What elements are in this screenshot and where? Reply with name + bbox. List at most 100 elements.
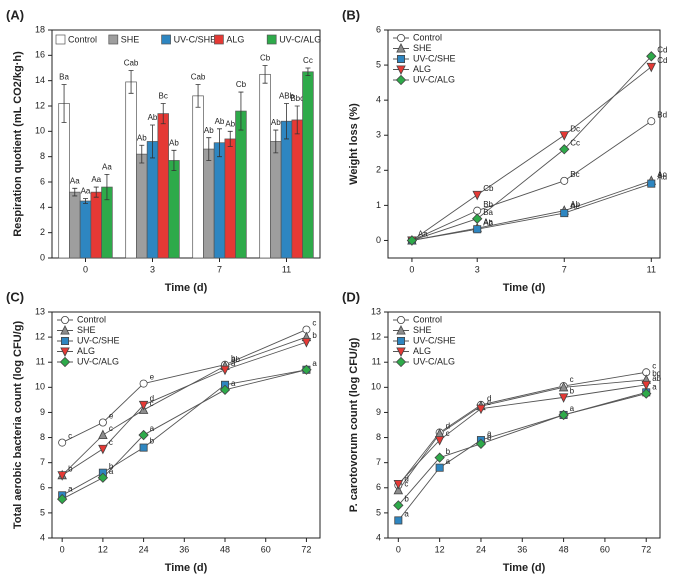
x-tick-label: 60 <box>600 544 610 554</box>
significance-letter: Aa <box>70 176 80 185</box>
legend-label: SHE <box>413 325 432 335</box>
y-tick-label: 18 <box>35 24 45 34</box>
y-tick-label: 14 <box>35 75 45 85</box>
significance-letter: b <box>487 433 492 442</box>
significance-letter: Cd <box>657 45 667 54</box>
data-point <box>472 213 483 224</box>
data-point <box>646 62 657 73</box>
bar <box>58 103 70 259</box>
y-tick-label: 6 <box>40 482 45 492</box>
legend-swatch <box>108 34 119 45</box>
x-tick-label: 3 <box>475 264 480 274</box>
y-axis-label: P. carotovorum count (log CFU/g) <box>348 337 360 512</box>
legend-label: Control <box>413 314 442 324</box>
bar <box>157 113 169 259</box>
significance-letter: c <box>312 319 316 328</box>
series-line <box>397 391 647 521</box>
x-tick-label: 72 <box>641 544 651 554</box>
significance-letter: c <box>570 375 574 384</box>
legend-marker <box>396 34 405 43</box>
legend-swatch <box>266 34 277 45</box>
bar <box>125 81 137 259</box>
y-tick-label: 9 <box>376 407 381 417</box>
significance-letter: Aa <box>91 175 101 184</box>
panel-label: (C) <box>6 289 24 304</box>
bar <box>203 148 215 259</box>
data-point <box>560 209 569 218</box>
data-point <box>97 472 109 483</box>
y-tick-label: 7 <box>376 457 381 467</box>
bar <box>192 95 204 259</box>
legend-label: UV-C/SHE <box>174 34 217 44</box>
series-line <box>411 180 652 241</box>
significance-letter: Ab <box>169 138 179 147</box>
data-point <box>393 484 404 495</box>
legend-label: UV-C/SHE <box>413 335 456 345</box>
significance-letter: Bc <box>570 170 579 179</box>
significance-letter: Aa <box>483 217 493 226</box>
y-tick-label: 3 <box>376 130 381 140</box>
significance-letter: e <box>150 373 155 382</box>
data-point <box>558 381 569 392</box>
x-tick-label: 12 <box>98 544 108 554</box>
significance-letter: c <box>150 399 154 408</box>
y-tick-label: 13 <box>35 306 45 316</box>
significance-letter: c <box>109 438 113 447</box>
data-point <box>394 516 403 525</box>
significance-letter: d <box>446 422 450 431</box>
significance-letter: Ab <box>215 117 225 126</box>
error-bar <box>160 103 166 125</box>
x-tick-label: 48 <box>559 544 569 554</box>
legend-label: ALG <box>226 34 244 44</box>
bar <box>168 160 180 259</box>
significance-letter: Cb <box>236 80 247 89</box>
data-point <box>301 364 312 375</box>
data-point <box>393 500 404 511</box>
legend-marker <box>61 336 70 345</box>
data-point <box>393 480 404 490</box>
bar <box>69 191 81 259</box>
significance-letter: Bc <box>159 92 168 101</box>
series-line <box>411 56 652 241</box>
y-tick-label: 6 <box>376 24 381 34</box>
legend-marker <box>396 347 406 357</box>
legend-label: UV-C/SHE <box>77 335 120 345</box>
series-line <box>397 371 647 486</box>
legend-label: ALG <box>413 64 431 74</box>
x-axis-label: Time (d) <box>503 282 546 294</box>
x-axis-label: Time (d) <box>165 282 208 294</box>
bar <box>79 200 92 259</box>
y-axis-label: Respiration quotient (mL CO2/kg·h) <box>12 51 24 237</box>
data-point <box>641 380 651 391</box>
error-bar <box>171 149 177 171</box>
legend-swatch <box>214 34 224 45</box>
significance-letter: c <box>446 429 450 438</box>
bar <box>146 141 159 259</box>
y-tick-label: 12 <box>35 100 45 110</box>
x-tick-label: 36 <box>179 544 189 554</box>
y-tick-label: 2 <box>40 227 45 237</box>
data-point <box>434 452 445 463</box>
legend-marker <box>60 347 70 357</box>
legend-marker <box>395 356 407 368</box>
y-tick-label: 10 <box>35 382 45 392</box>
x-tick-label: 24 <box>476 544 486 554</box>
significance-letter: b <box>231 354 236 363</box>
data-point <box>558 409 569 421</box>
panel-label: (B) <box>342 7 360 22</box>
data-point <box>560 176 569 185</box>
y-tick-label: 5 <box>376 59 381 69</box>
error-bar <box>238 91 244 131</box>
data-point <box>435 463 444 472</box>
significance-letter: c <box>652 361 656 370</box>
x-tick-label: 11 <box>282 264 291 274</box>
y-tick-label: 0 <box>40 252 45 262</box>
significance-letter: bc <box>652 369 660 378</box>
y-tick-label: 10 <box>35 126 45 136</box>
legend-label: SHE <box>77 325 96 335</box>
y-tick-label: 11 <box>372 357 381 367</box>
x-tick-label: 12 <box>435 544 445 554</box>
y-tick-label: 16 <box>35 50 45 60</box>
significance-letter: Cb <box>483 184 494 193</box>
y-tick-label: 0 <box>376 235 381 245</box>
